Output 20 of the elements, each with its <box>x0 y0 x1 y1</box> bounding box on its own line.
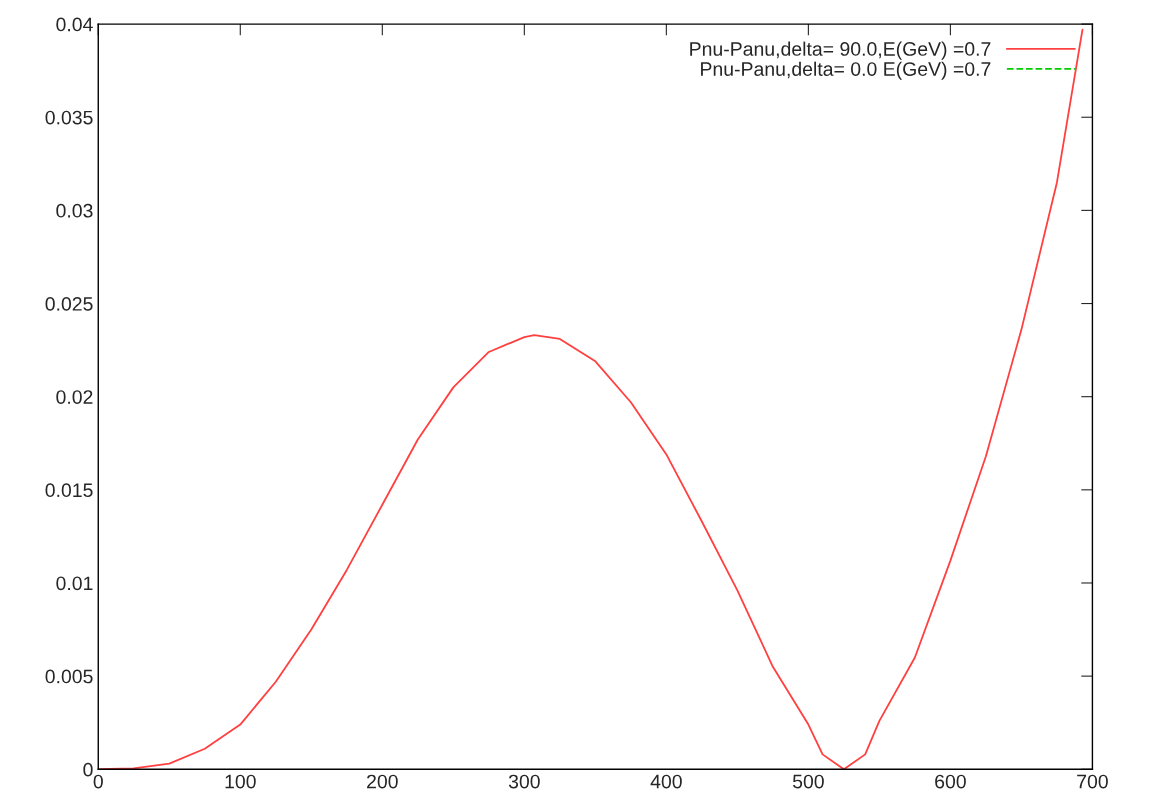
line-series <box>98 28 1084 770</box>
y-tick-label: 0.01 <box>56 576 93 591</box>
x-tick-label: 600 <box>935 774 966 789</box>
y-tick-label: 0.02 <box>56 390 93 404</box>
x-tick-label: 200 <box>367 774 398 789</box>
x-tick-label: 300 <box>508 774 540 789</box>
y-tick-label: 0.035 <box>45 110 93 125</box>
x-tick-label: 500 <box>792 774 824 789</box>
y-tick-label: 0.005 <box>45 669 93 684</box>
y-tick-label: 0.015 <box>45 483 93 498</box>
y-tick-label: 0.04 <box>56 17 93 32</box>
y-tick-label: 0.03 <box>56 203 93 218</box>
y-tick-label: 0.025 <box>45 297 93 311</box>
legend-label: Pnu-Panu,delta= 0.0 E(GeV) =0.7 <box>701 61 991 80</box>
legend-label: Pnu-Panu,delta= 90.0,E(GeV) =0.7 <box>690 41 991 60</box>
x-tick-label: 400 <box>650 774 682 789</box>
x-tick-label: 700 <box>1077 774 1108 789</box>
x-tick-label: 100 <box>225 774 256 789</box>
y-tick-label: 0 <box>83 762 93 777</box>
x-tick-label: 0 <box>93 774 103 789</box>
